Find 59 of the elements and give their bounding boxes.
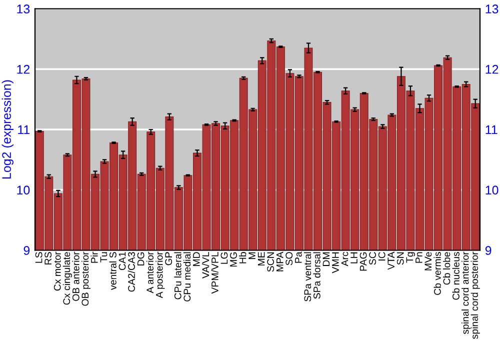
- x-tick-label: LG: [220, 252, 228, 264]
- x-tick-label: VMH: [332, 252, 339, 274]
- x-tick-label: VTA: [388, 252, 394, 270]
- x-tick-label: Arc: [341, 252, 348, 266]
- x-tick-label: spinal cord anterior: [462, 252, 471, 334]
- x-tick-label: DG: [137, 252, 144, 266]
- x-tick-label: LH: [350, 252, 358, 264]
- x-tick-label: SO: [286, 252, 293, 266]
- x-tick-label: Pir: [90, 252, 98, 263]
- x-tick-label: Cb vermis: [434, 252, 441, 295]
- x-tick-label: Cx motor: [54, 252, 61, 291]
- x-tick-label: SCN: [267, 252, 274, 272]
- x-tick-label: Cb nucleus: [452, 252, 460, 300]
- x-tick-label: CA2/CA3: [128, 252, 135, 292]
- x-tick-label: MD: [193, 252, 200, 266]
- x-tick-label: CPu medial: [183, 252, 191, 302]
- x-tick-label: OB posterior: [81, 252, 91, 306]
- y2-tick-label: 11: [486, 125, 498, 134]
- x-tick-label: SN: [396, 252, 404, 265]
- y2-tick-label: 13: [486, 4, 498, 14]
- x-tick-label: SPa dorsal: [313, 252, 320, 299]
- x-tick-label: CA1: [118, 252, 126, 270]
- y-tick-label: 13: [17, 4, 30, 14]
- x-tick-label: VPM/VPL: [211, 252, 218, 294]
- x-tick-label: A anterior: [146, 252, 154, 294]
- x-tick-label: MG: [230, 252, 237, 266]
- x-tick-label: VA/VL: [202, 252, 210, 278]
- x-tick-label: LS: [35, 252, 42, 263]
- x-tick-label: Pa: [295, 252, 302, 263]
- y-tick-label: 12: [17, 64, 30, 74]
- x-tick-label: A posterior: [156, 252, 165, 298]
- y2-tick-label: 12: [486, 64, 498, 74]
- x-tick-label: PAG: [360, 252, 367, 271]
- x-tick-label: Pn: [416, 252, 422, 263]
- y-tick-label: 11: [18, 125, 30, 134]
- x-tick-label: ventral S: [109, 252, 116, 290]
- x-tick-label: M: [248, 252, 256, 259]
- x-tick-label: GP: [165, 252, 172, 266]
- y-tick-label: 10: [17, 186, 30, 195]
- x-tick-label: SC: [369, 252, 376, 265]
- x-tick-label: Cb lobe: [443, 252, 450, 285]
- x-tick-label: Tg: [406, 252, 415, 263]
- x-tick-label: Hb: [239, 252, 246, 264]
- x-tick-label: IC: [378, 252, 386, 260]
- x-tick-label: ME: [258, 252, 265, 266]
- x-tick-label: MVe: [424, 252, 432, 270]
- x-tick-label: Cx cingulate: [62, 252, 72, 305]
- x-tick-label: DM: [322, 252, 330, 266]
- x-tick-label: OB anterior: [72, 252, 80, 301]
- x-tick-label: RS: [44, 252, 52, 264]
- y-tick-label: 9: [24, 246, 30, 255]
- x-tick-label: MPA: [276, 252, 284, 272]
- x-tick-label: Tu: [100, 252, 108, 262]
- x-tick-label: CPu lateral: [174, 252, 182, 300]
- x-tick-label: SPa ventral: [304, 252, 312, 302]
- y2-tick-label: 9: [485, 246, 492, 255]
- y2-tick-label: 10: [486, 186, 498, 195]
- x-tick-label: spinal cord posterior: [470, 252, 480, 339]
- y-axis-title: Log2 (expression): [2, 80, 14, 178]
